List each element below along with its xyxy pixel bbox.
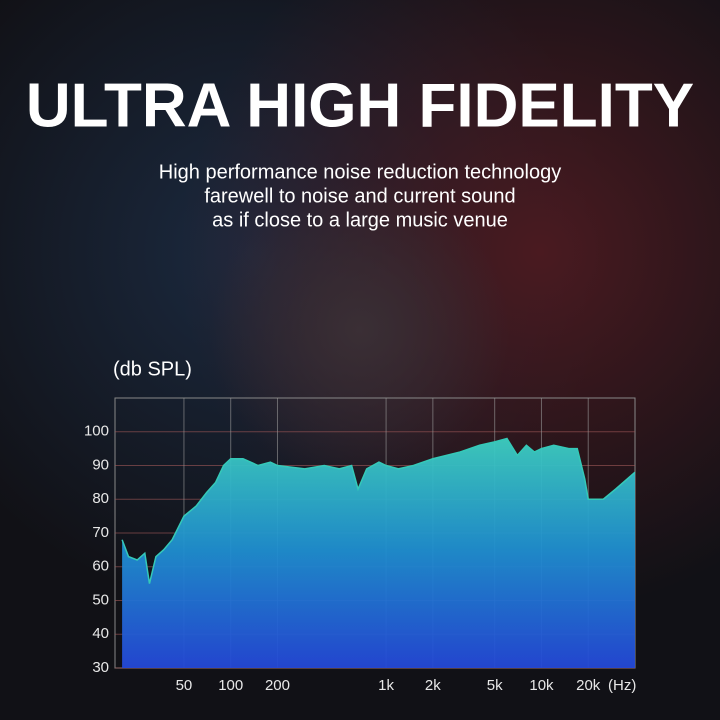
x-tick-label: 20k (576, 677, 601, 694)
y-tick-label: 80 (92, 490, 109, 507)
area (122, 438, 635, 668)
y-tick-label: 70 (92, 524, 109, 541)
plot: 30 40 50 60 70 80 90 100 50 100 200 1k 2k 5k 10k 20k (84, 397, 636, 694)
subtitle: High performance noise reduction technol… (159, 161, 561, 183)
x-tick-label: 100 (218, 677, 243, 694)
y-tick-label: 100 (84, 423, 109, 440)
face-shadow (210, 180, 510, 480)
x-tick-label: 5k (487, 677, 503, 694)
y-tick-label: 60 (92, 558, 109, 575)
x-tick-label: 200 (265, 677, 290, 694)
y-axis-label: (db SPL) (113, 358, 192, 380)
y-tick-label: 90 (92, 456, 109, 473)
area-edge (121, 437, 636, 584)
subtitle: as if close to a large music venue (212, 209, 508, 231)
y-tick-label: 30 (92, 659, 109, 676)
title: ULTRA HIGH FIDELITY (26, 71, 694, 140)
subtitle: farewell to noise and current sound (204, 185, 515, 207)
y-tick-label: 40 (92, 625, 109, 642)
x-tick-label: 1k (378, 677, 394, 694)
x-axis-label: (Hz) (608, 677, 636, 694)
x-tick-label: 10k (529, 677, 554, 694)
x-tick-label: 50 (176, 677, 193, 694)
y-tick-label: 50 (92, 591, 109, 608)
x-tick-label: 2k (425, 677, 441, 694)
